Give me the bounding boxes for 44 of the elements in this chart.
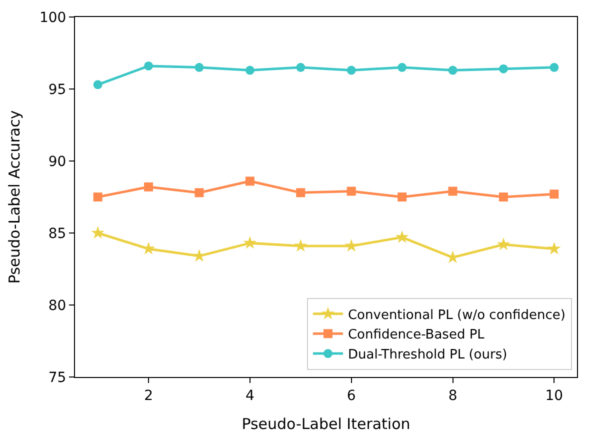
point (496, 238, 510, 250)
point (91, 226, 104, 239)
legend-label: Conventional PL (w/o confidence) (348, 308, 566, 323)
point (245, 66, 254, 75)
point (398, 192, 407, 202)
x-tick-label: 8 (448, 388, 458, 404)
point (194, 62, 204, 72)
y-tick-label: 95 (48, 82, 66, 98)
point (346, 66, 356, 75)
point (398, 62, 407, 72)
y-axis-title: Pseudo-Label Accuracy (6, 110, 24, 284)
x-tick-label: 10 (545, 388, 564, 404)
y-tick-label: 100 (39, 10, 66, 26)
point (548, 242, 561, 254)
point (144, 61, 154, 70)
x-tick-label: 6 (346, 388, 356, 404)
point (296, 188, 306, 198)
point (194, 188, 204, 198)
point (192, 249, 206, 262)
point (93, 192, 102, 202)
legend-label: Confidence-Based PL (348, 328, 486, 343)
point (498, 192, 508, 202)
x-axis-title: Pseudo-Label Iteration (242, 414, 410, 433)
point (294, 238, 308, 252)
point (144, 182, 154, 192)
x-tick-label: 2 (144, 388, 153, 404)
point (498, 64, 508, 74)
point (296, 62, 306, 72)
point (243, 236, 257, 249)
point (245, 176, 254, 186)
y-tick-label: 90 (48, 154, 66, 170)
point (395, 230, 409, 243)
point (550, 190, 559, 199)
y-tick-label: 85 (48, 226, 66, 242)
y-tick-label: 75 (48, 370, 66, 386)
point (93, 80, 102, 90)
legend-label: Dual-Threshold PL (ours) (348, 348, 508, 363)
point (346, 186, 356, 196)
x-tick-label: 4 (245, 388, 254, 404)
point (448, 66, 458, 75)
y-tick-label: 80 (48, 298, 66, 314)
point (550, 62, 559, 72)
point (448, 186, 458, 196)
point (344, 238, 358, 252)
